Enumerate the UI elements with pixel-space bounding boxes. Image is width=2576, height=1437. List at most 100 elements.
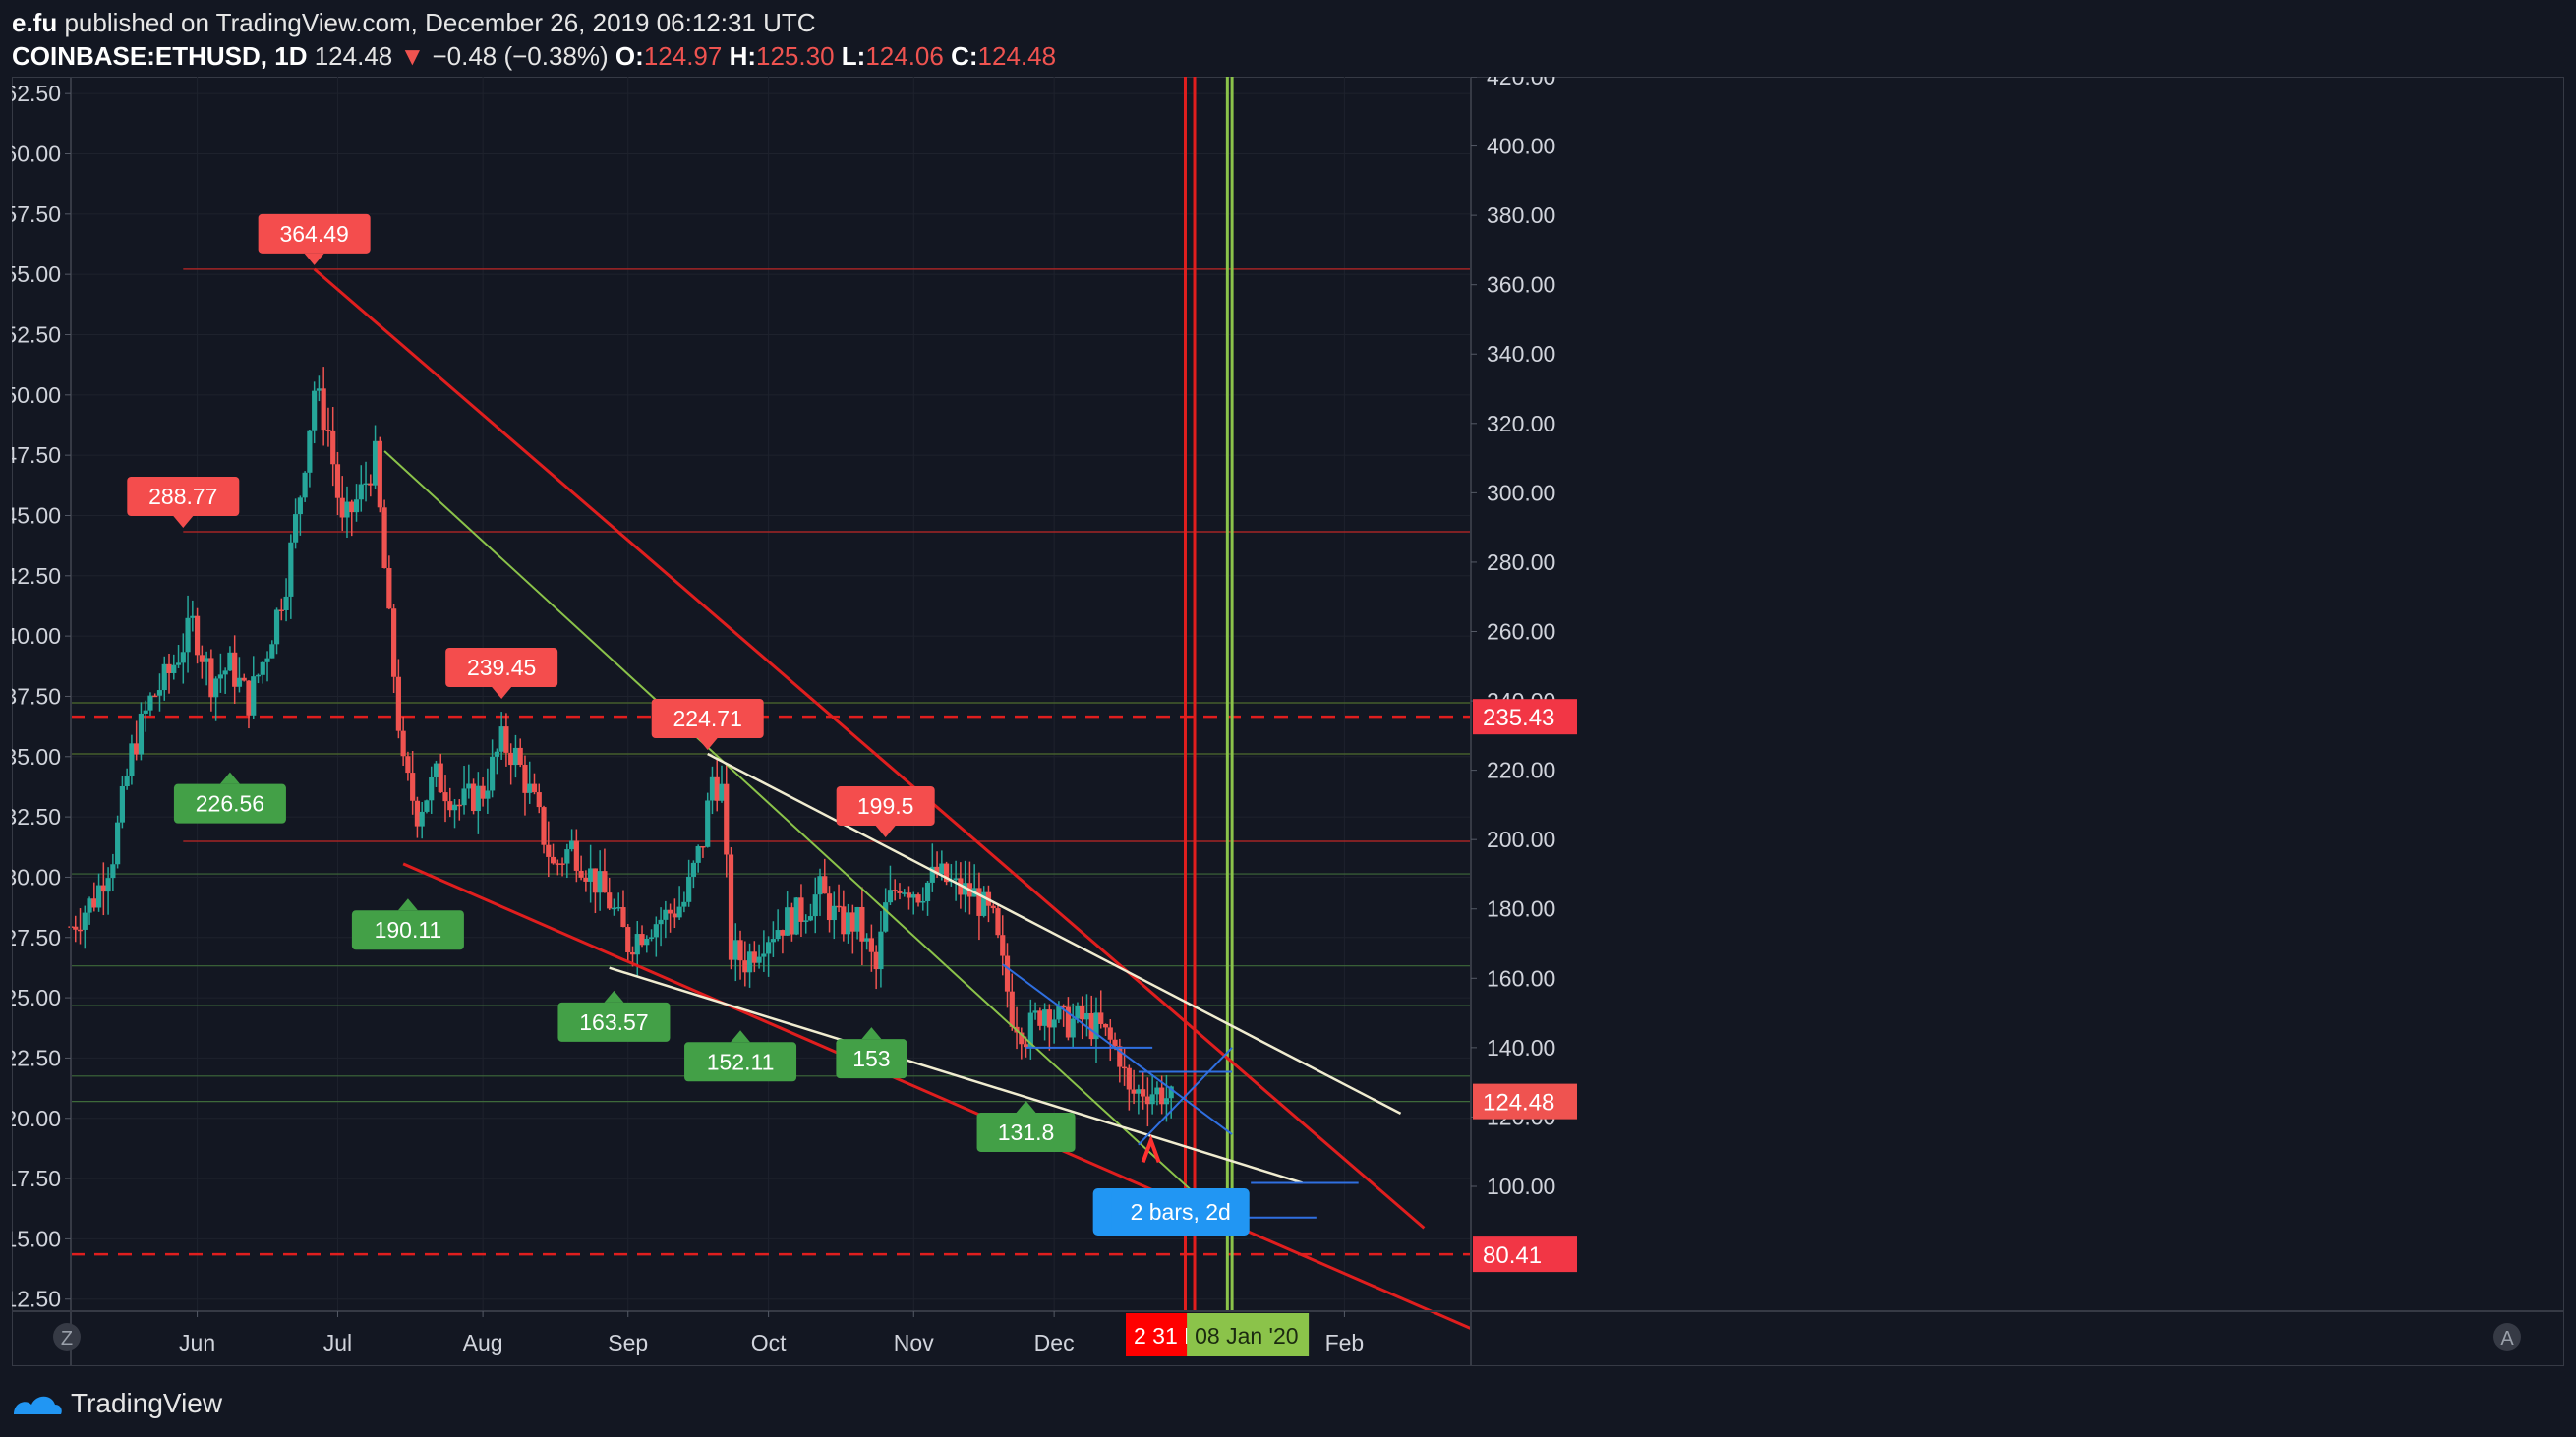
candle-body xyxy=(410,773,416,801)
candle-body xyxy=(156,690,163,696)
candle-body xyxy=(161,663,167,691)
candle-body xyxy=(377,440,382,508)
candle-body xyxy=(812,894,818,917)
blue-trendline xyxy=(1002,963,1233,1135)
candle-body xyxy=(1121,1066,1128,1069)
candle-body xyxy=(1117,1046,1123,1067)
candle-body xyxy=(508,752,514,766)
auto-scale-icon[interactable]: A xyxy=(2500,1328,2514,1350)
grid-lines xyxy=(71,77,1471,1311)
candle-body xyxy=(746,951,753,973)
candle-body xyxy=(438,763,443,793)
candle-body xyxy=(124,776,130,787)
candle-body xyxy=(714,776,720,801)
label-text: 199.5 xyxy=(857,793,914,819)
label-box xyxy=(684,1042,797,1082)
candle-body xyxy=(490,756,496,791)
candle-body xyxy=(873,951,879,970)
symbol-label[interactable]: COINBASE:ETHUSD, 1D xyxy=(12,41,308,71)
brand-name: TradingView xyxy=(71,1388,223,1418)
tick-label: Jun xyxy=(179,1330,215,1355)
price-chart[interactable]: 364.49 288.77 239.45 224.71 199.5 226.56 190.1… xyxy=(0,64,2565,1367)
tick-label: 160.00 xyxy=(1487,965,1555,991)
candle-body xyxy=(826,893,833,921)
tick-label: 260.00 xyxy=(1487,618,1555,644)
label-pointer xyxy=(219,772,240,784)
candle-body xyxy=(372,440,379,486)
price-marker-box xyxy=(1473,1236,1577,1273)
candle-body xyxy=(166,663,172,673)
candle-body xyxy=(625,927,631,953)
candle-body xyxy=(349,501,355,513)
candle-body xyxy=(330,430,336,465)
tick-label: 142.50 xyxy=(12,563,61,589)
price-label: 226.56 xyxy=(173,772,286,824)
candle-body xyxy=(780,930,786,936)
candle-body xyxy=(597,871,603,893)
label-text: 2 bars, 2d xyxy=(1131,1199,1231,1225)
candle-body xyxy=(615,907,621,909)
candle-body xyxy=(709,776,716,801)
corner-right[interactable]: A xyxy=(2493,1323,2521,1351)
candle-body xyxy=(171,664,177,673)
tick-label: 320.00 xyxy=(1487,411,1555,436)
candle-body xyxy=(517,747,523,765)
chart-frame[interactable]: 364.49 288.77 239.45 224.71 199.5 226.56 190.1… xyxy=(0,64,2565,1367)
candle-body xyxy=(321,388,326,431)
tick-label: 280.00 xyxy=(1487,549,1555,575)
tick-label: Nov xyxy=(894,1330,934,1355)
candle-body xyxy=(82,912,88,930)
candle-body xyxy=(381,507,387,569)
candle-body xyxy=(119,786,125,823)
candle-body xyxy=(845,912,851,935)
down-triangle-icon: ▼ xyxy=(399,41,426,71)
candle-body xyxy=(920,900,926,903)
candle-body xyxy=(981,891,987,916)
candle-body xyxy=(943,863,950,883)
candle-body xyxy=(1000,935,1006,956)
price-label: 153 xyxy=(836,1027,907,1079)
candle-body xyxy=(836,905,842,908)
candle-body xyxy=(110,864,116,879)
horizontal-levels xyxy=(71,268,1471,1256)
tick-label: 200.00 xyxy=(1487,827,1555,852)
candle-body xyxy=(676,906,682,918)
right-price-axis[interactable]: 420.00 400.00 380.00 360.00 340.00 320.00 300.… xyxy=(1470,64,1577,1366)
tick-label: 420.00 xyxy=(1487,77,1555,89)
candle-body xyxy=(358,484,364,500)
tick-label: 132.50 xyxy=(12,804,61,830)
label-text: 226.56 xyxy=(196,791,264,817)
corner-left[interactable]: Z xyxy=(53,1323,81,1351)
candle-body xyxy=(433,763,439,777)
label-box xyxy=(557,1002,671,1042)
candle-body xyxy=(663,909,669,920)
candle-body xyxy=(1019,1032,1025,1045)
candle-body xyxy=(1075,1006,1081,1019)
label-pointer xyxy=(861,1027,882,1040)
candle-body xyxy=(1046,1009,1052,1028)
price-label: 190.11 xyxy=(351,898,464,950)
candle-body xyxy=(143,710,148,714)
candle-body xyxy=(559,863,565,865)
candles xyxy=(68,367,1174,1127)
tick-label: 120.00 xyxy=(12,1106,61,1131)
candle-body xyxy=(451,804,458,811)
trendlines[interactable] xyxy=(313,267,1472,1331)
tick-label: 135.00 xyxy=(12,744,61,770)
tick-label: Oct xyxy=(751,1330,787,1355)
candle-body xyxy=(494,751,499,757)
candle-body xyxy=(264,658,270,662)
tick-label: 112.50 xyxy=(12,1287,61,1312)
candle-body xyxy=(1141,1089,1146,1097)
candle-body xyxy=(1144,1096,1150,1105)
zoom-corner-icon[interactable]: Z xyxy=(61,1328,73,1350)
candle-body xyxy=(1131,1089,1137,1094)
publisher-name[interactable]: e.fu xyxy=(12,8,58,37)
candle-body xyxy=(1149,1094,1155,1105)
price-label: 224.71 xyxy=(651,699,764,751)
publish-line: e.fu published on TradingView.com, Decem… xyxy=(12,6,1056,39)
tick-label: 157.50 xyxy=(12,201,61,227)
candle-body xyxy=(466,783,472,789)
label-box xyxy=(836,785,935,826)
